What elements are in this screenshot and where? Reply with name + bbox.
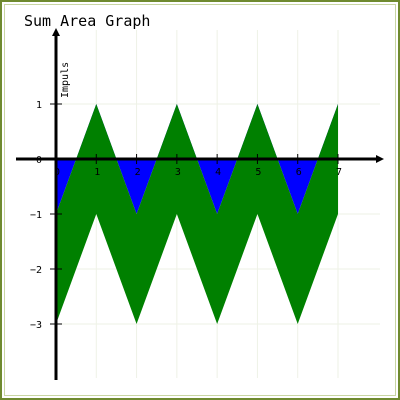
y-tick-label: −2 — [30, 265, 42, 276]
y-axis-label: Impuls — [60, 62, 71, 98]
y-tick-label: −1 — [30, 210, 42, 221]
tick-labels: −3 −2 −1 0 1 0 1 2 3 4 5 6 7 — [30, 100, 342, 331]
y-tick-label: −3 — [30, 320, 42, 331]
x-tick-label: 6 — [296, 167, 302, 178]
axes — [16, 28, 384, 380]
x-axis-arrow — [376, 155, 384, 163]
x-tick-label: 1 — [94, 167, 100, 178]
x-tick-label: 2 — [135, 167, 141, 178]
x-tick-label: 3 — [175, 167, 181, 178]
series-green-area — [56, 104, 338, 324]
chart-title: Sum Area Graph — [24, 12, 151, 30]
x-tick-label: 5 — [255, 167, 261, 178]
x-tick-label: 0 — [54, 167, 60, 178]
x-tick-label: 4 — [215, 167, 221, 178]
y-axis-arrow — [52, 28, 60, 36]
y-tick-label: 1 — [36, 100, 42, 111]
y-tick-label: 0 — [36, 155, 42, 166]
x-tick-label: 7 — [336, 167, 342, 178]
area-series — [56, 104, 338, 324]
